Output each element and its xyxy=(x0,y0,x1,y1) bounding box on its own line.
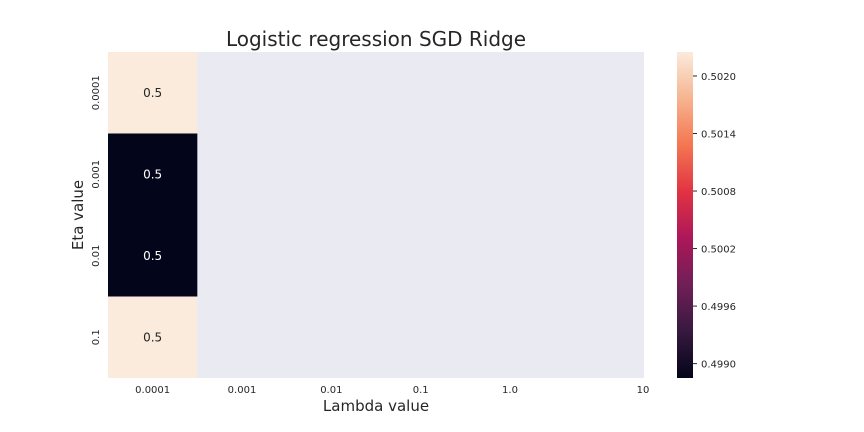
cell-annotations: 0.5 0.5 0.5 0.5 xyxy=(143,86,162,345)
heatmap-cell xyxy=(108,133,198,215)
x-tick-label: 0.0001 xyxy=(135,385,170,396)
cell-annotation: 0.5 xyxy=(143,330,162,344)
y-tick-label: 0.01 xyxy=(91,245,102,267)
y-tick-label: 0.1 xyxy=(91,329,102,345)
x-axis-label: Lambda value xyxy=(323,397,429,415)
heatmap-cell xyxy=(108,52,198,134)
chart-title: Logistic regression SGD Ridge xyxy=(226,27,526,51)
heatmap-cells xyxy=(108,52,198,378)
colorbar-tick-label: 0.4990 xyxy=(701,360,736,371)
y-tick-label: 0.001 xyxy=(91,160,102,189)
x-tick-label: 10 xyxy=(637,385,650,396)
y-tick-labels: 0.0001 0.001 0.01 0.1 xyxy=(91,75,102,345)
x-tick-label: 0.1 xyxy=(413,385,429,396)
x-tick-label: 1.0 xyxy=(502,385,518,396)
cell-annotation: 0.5 xyxy=(143,86,162,100)
colorbar-tick-label: 0.5002 xyxy=(701,245,736,256)
cell-annotation: 0.5 xyxy=(143,249,162,263)
y-axis-label: Eta value xyxy=(69,180,87,250)
colorbar-tick-label: 0.5008 xyxy=(701,187,736,198)
colorbar-ticks: 0.4990 0.4996 0.5002 0.5008 0.5014 0.5020 xyxy=(693,72,736,371)
heatmap-cell xyxy=(108,296,198,378)
colorbar xyxy=(677,52,693,378)
colorbar-tick-label: 0.5020 xyxy=(701,72,736,83)
colorbar-tick-label: 0.5014 xyxy=(701,130,736,141)
colorbar-tick-label: 0.4996 xyxy=(701,302,736,313)
x-tick-label: 0.001 xyxy=(228,385,257,396)
x-tick-labels: 0.0001 0.001 0.01 0.1 1.0 10 xyxy=(135,385,649,396)
cell-annotation: 0.5 xyxy=(143,167,162,181)
heatmap-cell xyxy=(108,215,198,297)
y-tick-label: 0.0001 xyxy=(91,75,102,110)
x-tick-label: 0.01 xyxy=(320,385,342,396)
